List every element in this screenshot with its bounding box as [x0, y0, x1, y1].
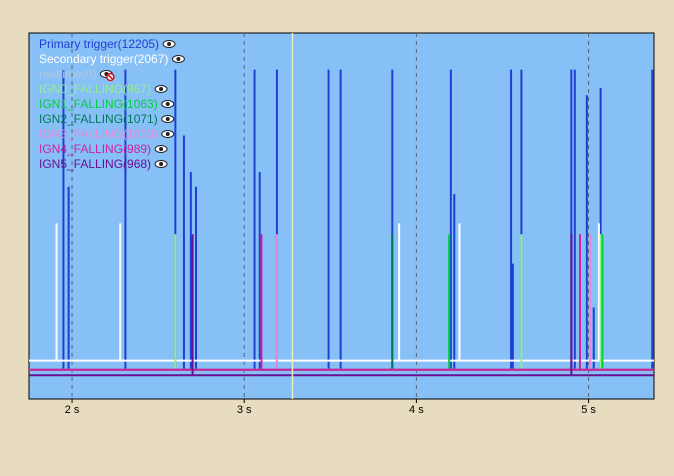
legend-item-2[interactable]: realtime(0) [39, 67, 96, 81]
eye-icon[interactable] [154, 160, 168, 168]
eye-icon[interactable] [161, 115, 175, 123]
legend-item-8[interactable]: IGN5_FALLING(968) [39, 157, 151, 171]
x-tick-label-2: 4 s [409, 404, 424, 416]
series-1-trace [29, 223, 654, 362]
legend-item-3[interactable]: IGN0_FALLING(967) [39, 82, 151, 96]
x-tick-label-3: 5 s [581, 404, 596, 416]
legend-item-1[interactable]: Secondary trigger(2067) [39, 52, 168, 66]
legend-item-7[interactable]: IGN4_FALLING(989) [39, 142, 151, 156]
eye-icon[interactable] [154, 145, 168, 153]
series-7-trace [29, 234, 654, 371]
legend-item-5[interactable]: IGN2_FALLING(1071) [39, 112, 158, 126]
series-8-trace [29, 234, 654, 377]
legend: Primary trigger(12205)Secondary trigger(… [39, 37, 185, 171]
legend-item-0[interactable]: Primary trigger(12205) [39, 37, 159, 51]
hidden-indicator-icon [106, 72, 115, 82]
eye-icon[interactable] [161, 100, 175, 108]
eye-icon[interactable] [154, 85, 168, 93]
eye-icon[interactable] [171, 55, 185, 63]
grid-lines [71, 33, 590, 399]
x-tick-label-1: 3 s [237, 404, 252, 416]
legend-item-4[interactable]: IGN1_FALLING(1063) [39, 97, 158, 111]
x-tick-label-0: 2 s [65, 404, 80, 416]
eye-icon[interactable] [161, 130, 175, 138]
legend-item-6[interactable]: IGN3_FALLING(1053) [39, 127, 158, 141]
x-axis-ticks: 2 s 3 s 4 s 5 s [65, 399, 596, 416]
series-traces [29, 69, 654, 377]
eye-icon[interactable] [162, 40, 176, 48]
